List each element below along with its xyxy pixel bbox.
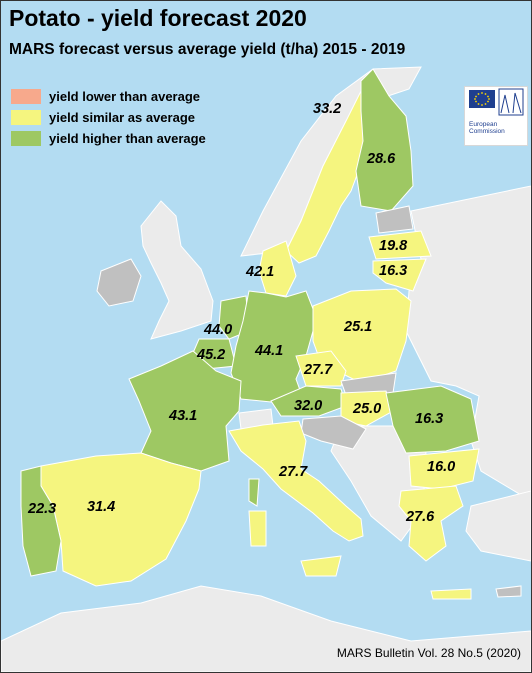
value-poland: 25.1 xyxy=(344,319,373,335)
country-germany xyxy=(230,290,314,404)
legend-label-higher: yield higher than average xyxy=(49,131,206,146)
value-lithuania: 16.3 xyxy=(379,263,408,279)
country-italy xyxy=(228,420,364,542)
country-crete xyxy=(430,588,472,600)
source-citation: MARS Bulletin Vol. 28 No.5 (2020) xyxy=(336,646,521,660)
country-corsica xyxy=(248,478,260,507)
country-bulgaria xyxy=(408,448,480,490)
value-hungary: 25.0 xyxy=(353,401,382,417)
land-north-africa xyxy=(1,585,531,672)
legend: yield lower than average yield similar a… xyxy=(11,86,206,149)
value-belgium: 45.2 xyxy=(197,347,226,363)
map-subtitle: MARS forecast versus average yield (t/ha… xyxy=(9,41,406,58)
country-lithuania xyxy=(372,258,427,292)
country-estonia xyxy=(375,205,414,234)
value-bulgaria: 16.0 xyxy=(427,459,456,475)
value-germany: 44.1 xyxy=(255,343,284,359)
country-portugal xyxy=(20,465,62,577)
legend-swatch-higher xyxy=(11,131,41,146)
country-spain xyxy=(40,452,202,587)
country-romania xyxy=(385,385,480,454)
land-ireland xyxy=(96,258,142,307)
european-commission-logo: European Commission xyxy=(464,86,528,146)
ec-logo-text: European Commission xyxy=(469,121,505,135)
ec-logo-line2: Commission xyxy=(469,128,505,135)
value-sweden: 33.2 xyxy=(313,101,342,117)
country-france xyxy=(128,350,242,472)
value-portugal: 22.3 xyxy=(28,501,57,517)
value-denmark: 42.1 xyxy=(246,264,275,280)
value-finland: 28.6 xyxy=(367,151,396,167)
country-cyprus xyxy=(495,585,522,598)
legend-item-higher: yield higher than average xyxy=(11,128,206,149)
eu-flag-icon xyxy=(469,88,524,116)
value-romania: 16.3 xyxy=(415,411,444,427)
land-turkey xyxy=(465,490,531,562)
country-czechia xyxy=(295,350,347,387)
map-title: Potato - yield forecast 2020 xyxy=(9,5,307,31)
country-finland xyxy=(355,68,414,212)
value-greece: 27.6 xyxy=(406,509,435,525)
legend-swatch-lower xyxy=(11,89,41,104)
country-sardinia xyxy=(248,510,267,547)
land-uk xyxy=(140,200,214,340)
value-spain: 31.4 xyxy=(87,499,116,515)
legend-label-lower: yield lower than average xyxy=(49,89,201,104)
legend-label-similar: yield similar as average xyxy=(49,110,195,125)
value-france: 43.1 xyxy=(169,408,198,424)
legend-item-lower: yield lower than average xyxy=(11,86,206,107)
country-sicily xyxy=(300,555,342,577)
value-italy: 27.7 xyxy=(279,464,308,480)
country-denmark xyxy=(258,240,297,297)
ec-logo-line1: European xyxy=(469,121,498,128)
value-czechia: 27.7 xyxy=(304,362,333,378)
country-greece xyxy=(398,485,464,562)
legend-swatch-similar xyxy=(11,110,41,125)
value-latvia: 19.8 xyxy=(379,238,408,254)
country-latvia xyxy=(368,230,432,260)
legend-item-similar: yield similar as average xyxy=(11,107,206,128)
value-netherlands: 44.0 xyxy=(204,322,233,338)
value-austria: 32.0 xyxy=(294,398,323,414)
